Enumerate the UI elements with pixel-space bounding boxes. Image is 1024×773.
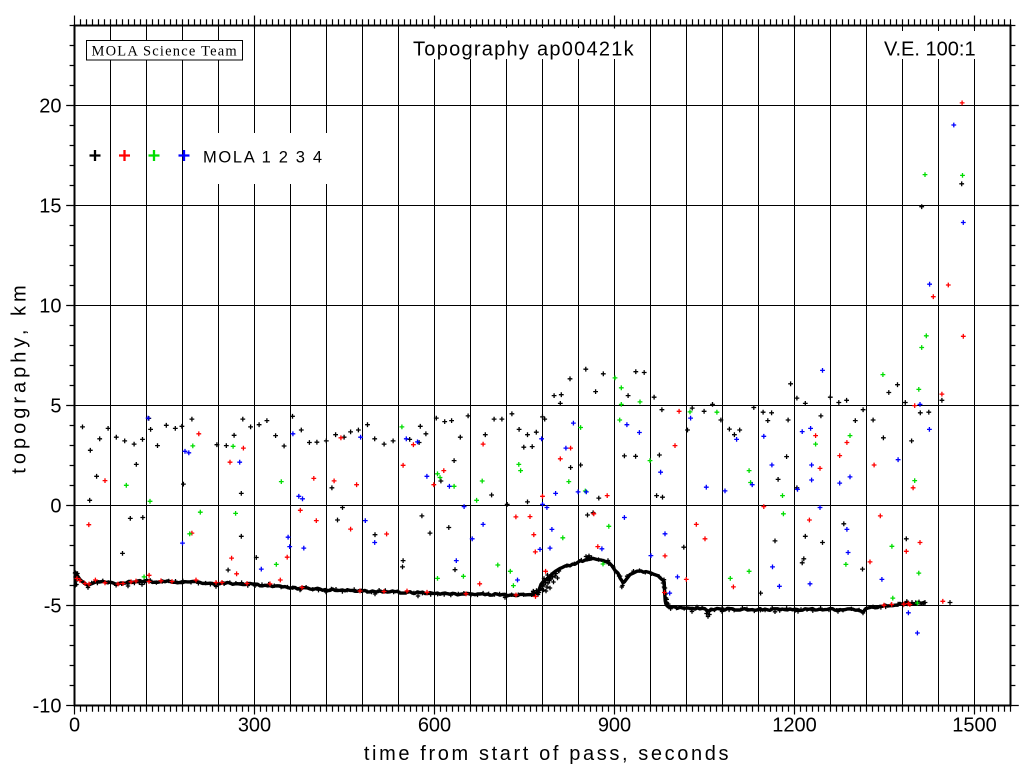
svg-text:Topography ap00421k: Topography ap00421k bbox=[413, 39, 635, 61]
svg-text:10: 10 bbox=[39, 296, 61, 318]
svg-text:600: 600 bbox=[418, 715, 451, 737]
svg-text:time from start of pass, secon: time from start of pass, seconds bbox=[364, 743, 731, 765]
svg-text:900: 900 bbox=[598, 715, 631, 737]
svg-text:-5: -5 bbox=[44, 596, 62, 618]
svg-text:0: 0 bbox=[69, 715, 80, 737]
svg-text:1200: 1200 bbox=[772, 715, 817, 737]
svg-text:20: 20 bbox=[39, 96, 61, 118]
svg-text:300: 300 bbox=[238, 715, 271, 737]
svg-text:15: 15 bbox=[39, 196, 61, 218]
svg-text:V.E. 100:1: V.E. 100:1 bbox=[884, 39, 976, 61]
svg-text:-10: -10 bbox=[33, 696, 62, 718]
svg-text:MOLA Science Team: MOLA Science Team bbox=[92, 43, 238, 59]
svg-text:1500: 1500 bbox=[952, 715, 997, 737]
svg-text:5: 5 bbox=[50, 396, 61, 418]
svg-text:topography, km: topography, km bbox=[9, 281, 31, 473]
svg-text:MOLA 1 2 3 4: MOLA 1 2 3 4 bbox=[203, 149, 324, 167]
svg-text:0: 0 bbox=[50, 496, 61, 518]
